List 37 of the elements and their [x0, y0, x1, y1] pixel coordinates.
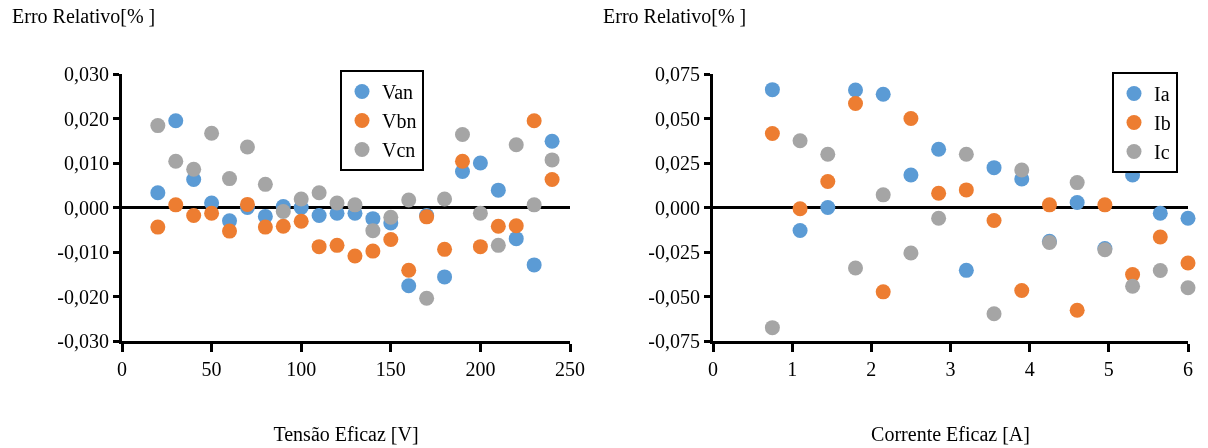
- legend-label: Van: [382, 81, 414, 104]
- y-tick-label: -0,030: [57, 330, 109, 352]
- x-tick-label: 0: [117, 358, 127, 380]
- legend-label: Ic: [1154, 141, 1170, 164]
- x-tick-label: 6: [1183, 358, 1193, 380]
- x-axis-title: Tensão Eficaz [V]: [273, 422, 419, 445]
- y-tick-label: 0,020: [64, 107, 109, 130]
- x-tick-label: 50: [201, 358, 222, 380]
- x-tick-label: 5: [1103, 358, 1114, 380]
- x-tick-label: 200: [465, 358, 496, 380]
- x-tick-label: 150: [375, 358, 406, 380]
- x-tick-label: 2: [866, 358, 877, 380]
- y-axis-title: Erro Relativo[% ]: [603, 5, 747, 27]
- y-tick-label: 0,025: [655, 152, 700, 174]
- y-tick-label: 0,030: [64, 63, 109, 85]
- x-tick-label: 3: [945, 358, 956, 380]
- legend-label: Vbn: [382, 110, 417, 133]
- y-tick-label: -0,020: [57, 285, 109, 308]
- y-tick-label: 0,050: [655, 107, 700, 130]
- y-tick-label: -0,050: [648, 285, 700, 308]
- x-tick-label: 250: [555, 358, 585, 380]
- y-tick-label: -0,075: [648, 330, 700, 352]
- y-tick-label: 0,000: [655, 196, 700, 219]
- legend-label: Vcn: [382, 139, 416, 162]
- x-tick-label: 0: [708, 358, 718, 380]
- legend-label: Ib: [1154, 112, 1171, 135]
- y-axis-title: Erro Relativo[% ]: [12, 5, 156, 27]
- y-tick-label: 0,010: [64, 152, 109, 174]
- y-tick-label: 0,000: [64, 196, 109, 219]
- y-tick-label: 0,075: [655, 63, 700, 85]
- x-tick-label: 4: [1024, 358, 1035, 380]
- x-tick-label: 1: [787, 358, 798, 380]
- y-tick-label: -0,025: [648, 241, 700, 263]
- x-axis-title: Corrente Eficaz [A]: [871, 422, 1030, 445]
- y-tick-label: -0,010: [57, 241, 109, 263]
- x-tick-label: 100: [286, 358, 317, 380]
- legend-label: Ia: [1154, 83, 1170, 106]
